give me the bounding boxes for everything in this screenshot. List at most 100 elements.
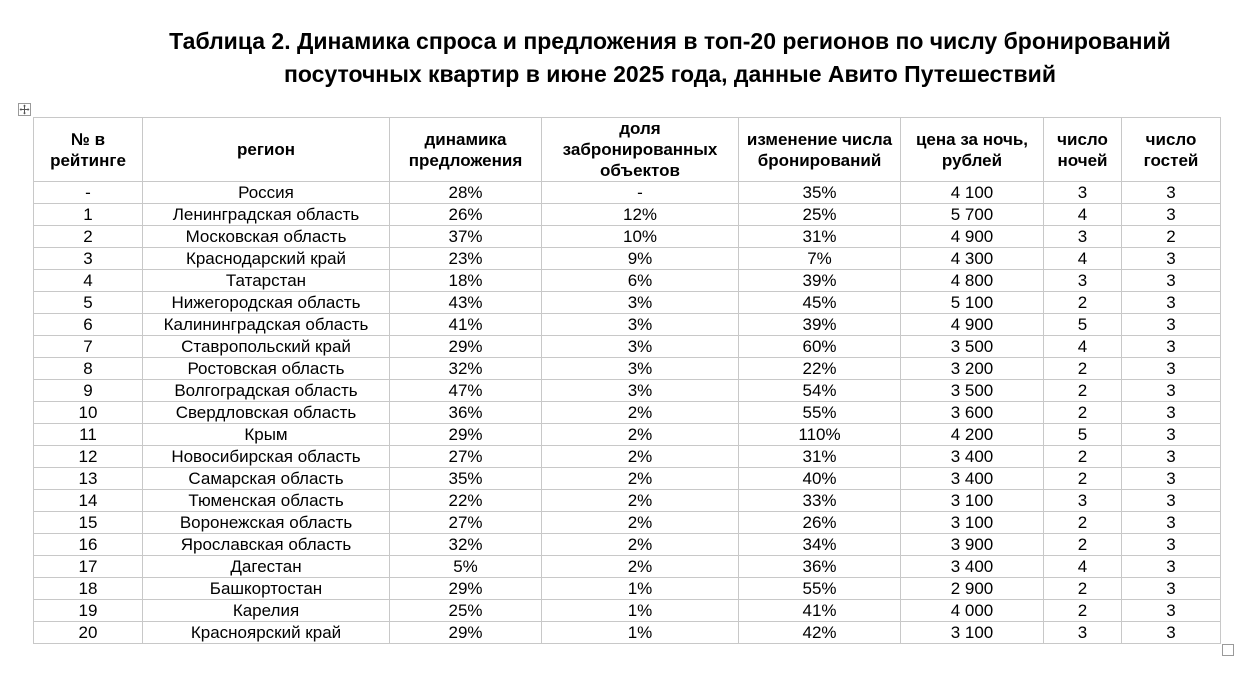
table-cell: 3 100 bbox=[900, 511, 1044, 534]
table-cell: Красноярский край bbox=[142, 621, 390, 644]
table-cell: 3 bbox=[1121, 291, 1221, 314]
resize-square-icon[interactable] bbox=[1222, 644, 1234, 656]
table-cell: 23% bbox=[389, 247, 542, 270]
table-row: 15 Воронежская область 27% 2% 26% 3 100 2 3 bbox=[33, 511, 1221, 534]
table-cell: 3 bbox=[1121, 489, 1221, 512]
table-cell: Дагестан bbox=[142, 555, 390, 578]
table-cell: 3 bbox=[1043, 225, 1122, 248]
column-header: изменение числа бронирований bbox=[738, 117, 901, 182]
column-header: цена за ночь, рублей bbox=[900, 117, 1044, 182]
table-cell: 16 bbox=[33, 533, 143, 556]
table-cell: 40% bbox=[738, 467, 901, 490]
table-cell: 4 bbox=[1043, 203, 1122, 226]
table-cell: 22% bbox=[738, 357, 901, 380]
move-arrows-icon[interactable] bbox=[18, 103, 31, 116]
table-row: 1 Ленинградская область 26% 12% 25% 5 700 4 3 bbox=[33, 203, 1221, 226]
table-cell: 2 bbox=[1121, 225, 1221, 248]
regions-table: № в рейтинге регион динамика предложения до… bbox=[33, 117, 1221, 644]
table-cell: 5 bbox=[33, 291, 143, 314]
table-cell: 1% bbox=[541, 621, 739, 644]
table-cell: 41% bbox=[389, 313, 542, 336]
table-cell: 3 bbox=[1121, 247, 1221, 270]
table-cell: 1% bbox=[541, 577, 739, 600]
table-cell: 32% bbox=[389, 533, 542, 556]
table-cell: 4 bbox=[1043, 335, 1122, 358]
table-cell: 27% bbox=[389, 511, 542, 534]
table-body: - Россия 28% -35% 4 100 3 3 1 Ленинградская обла… bbox=[33, 181, 1221, 644]
table-cell: 2% bbox=[541, 423, 739, 446]
table-cell: 2% bbox=[541, 555, 739, 578]
table-row: 13 Самарская область 35% 2% 40% 3 400 2 3 bbox=[33, 467, 1221, 490]
table-cell: 2% bbox=[541, 467, 739, 490]
table-cell: 36% bbox=[389, 401, 542, 424]
table-cell: 36% bbox=[738, 555, 901, 578]
table-cell: Краснодарский край bbox=[142, 247, 390, 270]
table-cell: 3 bbox=[1043, 489, 1122, 512]
table-cell: 2 bbox=[1043, 467, 1122, 490]
table-cell: 29% bbox=[389, 423, 542, 446]
column-header: № в рейтинге bbox=[33, 117, 143, 182]
table-cell: 3 bbox=[1121, 401, 1221, 424]
table-cell: 3 400 bbox=[900, 445, 1044, 468]
table-cell: 3 400 bbox=[900, 467, 1044, 490]
table-cell: 3 bbox=[1121, 423, 1221, 446]
table-cell: Башкортостан bbox=[142, 577, 390, 600]
column-header: динамика предложения bbox=[389, 117, 542, 182]
table-cell: 2% bbox=[541, 533, 739, 556]
table-header-row: № в рейтинге регион динамика предложения до… bbox=[33, 117, 1221, 182]
table-cell: 8 bbox=[33, 357, 143, 380]
table-cell: - bbox=[541, 181, 739, 204]
table-cell: 10% bbox=[541, 225, 739, 248]
table-cell: 26% bbox=[738, 511, 901, 534]
table-cell: 3 bbox=[1121, 533, 1221, 556]
table-cell: 60% bbox=[738, 335, 901, 358]
table-cell: 3 bbox=[1043, 269, 1122, 292]
table-cell: 29% bbox=[389, 577, 542, 600]
table-cell: 1% bbox=[541, 599, 739, 622]
table-row: 10 Свердловская область 36% 2% 55% 3 600 2 3 bbox=[33, 401, 1221, 424]
table-cell: 31% bbox=[738, 225, 901, 248]
table-cell: 3 100 bbox=[900, 621, 1044, 644]
table-cell: 2% bbox=[541, 445, 739, 468]
table-cell: 25% bbox=[389, 599, 542, 622]
table-cell: 43% bbox=[389, 291, 542, 314]
table-row: 16 Ярославская область 32% 2% 34% 3 900 2 3 bbox=[33, 533, 1221, 556]
table-cell: 42% bbox=[738, 621, 901, 644]
table-cell: 3 bbox=[1121, 555, 1221, 578]
table-cell: 45% bbox=[738, 291, 901, 314]
table-cell: Калининградская область bbox=[142, 313, 390, 336]
table-row: 5 Нижегородская область 43% 3% 45% 5 100 2 3 bbox=[33, 291, 1221, 314]
table-cell: Московская область bbox=[142, 225, 390, 248]
table-cell: 2 bbox=[1043, 401, 1122, 424]
table-cell: 3 bbox=[1121, 181, 1221, 204]
table-cell: Ставропольский край bbox=[142, 335, 390, 358]
table-cell: Тюменская область bbox=[142, 489, 390, 512]
table-cell: 3 600 bbox=[900, 401, 1044, 424]
table-cell: Воронежская область bbox=[142, 511, 390, 534]
table-cell: 22% bbox=[389, 489, 542, 512]
table-cell: 33% bbox=[738, 489, 901, 512]
table-cell: 1 bbox=[33, 203, 143, 226]
table-row: 7 Ставропольский край 29% 3% 60% 3 500 4 3 bbox=[33, 335, 1221, 358]
table-row: 20 Красноярский край 29% 1% 42% 3 100 3 3 bbox=[33, 621, 1221, 644]
table-cell: 18% bbox=[389, 269, 542, 292]
table-cell: 3% bbox=[541, 291, 739, 314]
table-cell: 3 bbox=[33, 247, 143, 270]
table-cell: 20 bbox=[33, 621, 143, 644]
document-title: Таблица 2. Динамика спроса и предложения… bbox=[40, 25, 1258, 91]
table-cell: Карелия bbox=[142, 599, 390, 622]
table-cell: 3 500 bbox=[900, 335, 1044, 358]
table-cell: 3 bbox=[1121, 599, 1221, 622]
table-row: 8 Ростовская область 32% 3% 22% 3 200 2 3 bbox=[33, 357, 1221, 380]
table-cell: 3 900 bbox=[900, 533, 1044, 556]
table-cell: 3 500 bbox=[900, 379, 1044, 402]
table-cell: Ленинградская область bbox=[142, 203, 390, 226]
table-cell: Ростовская область bbox=[142, 357, 390, 380]
table-cell: 3 bbox=[1121, 269, 1221, 292]
column-header: регион bbox=[142, 117, 390, 182]
table-cell: Свердловская область bbox=[142, 401, 390, 424]
table-row: 6 Калининградская область 41% 3% 39% 4 900 5 3 bbox=[33, 313, 1221, 336]
table-cell: Нижегородская область bbox=[142, 291, 390, 314]
table-row: 19 Карелия 25% 1% 41% 4 000 2 3 bbox=[33, 599, 1221, 622]
table-cell: 35% bbox=[389, 467, 542, 490]
